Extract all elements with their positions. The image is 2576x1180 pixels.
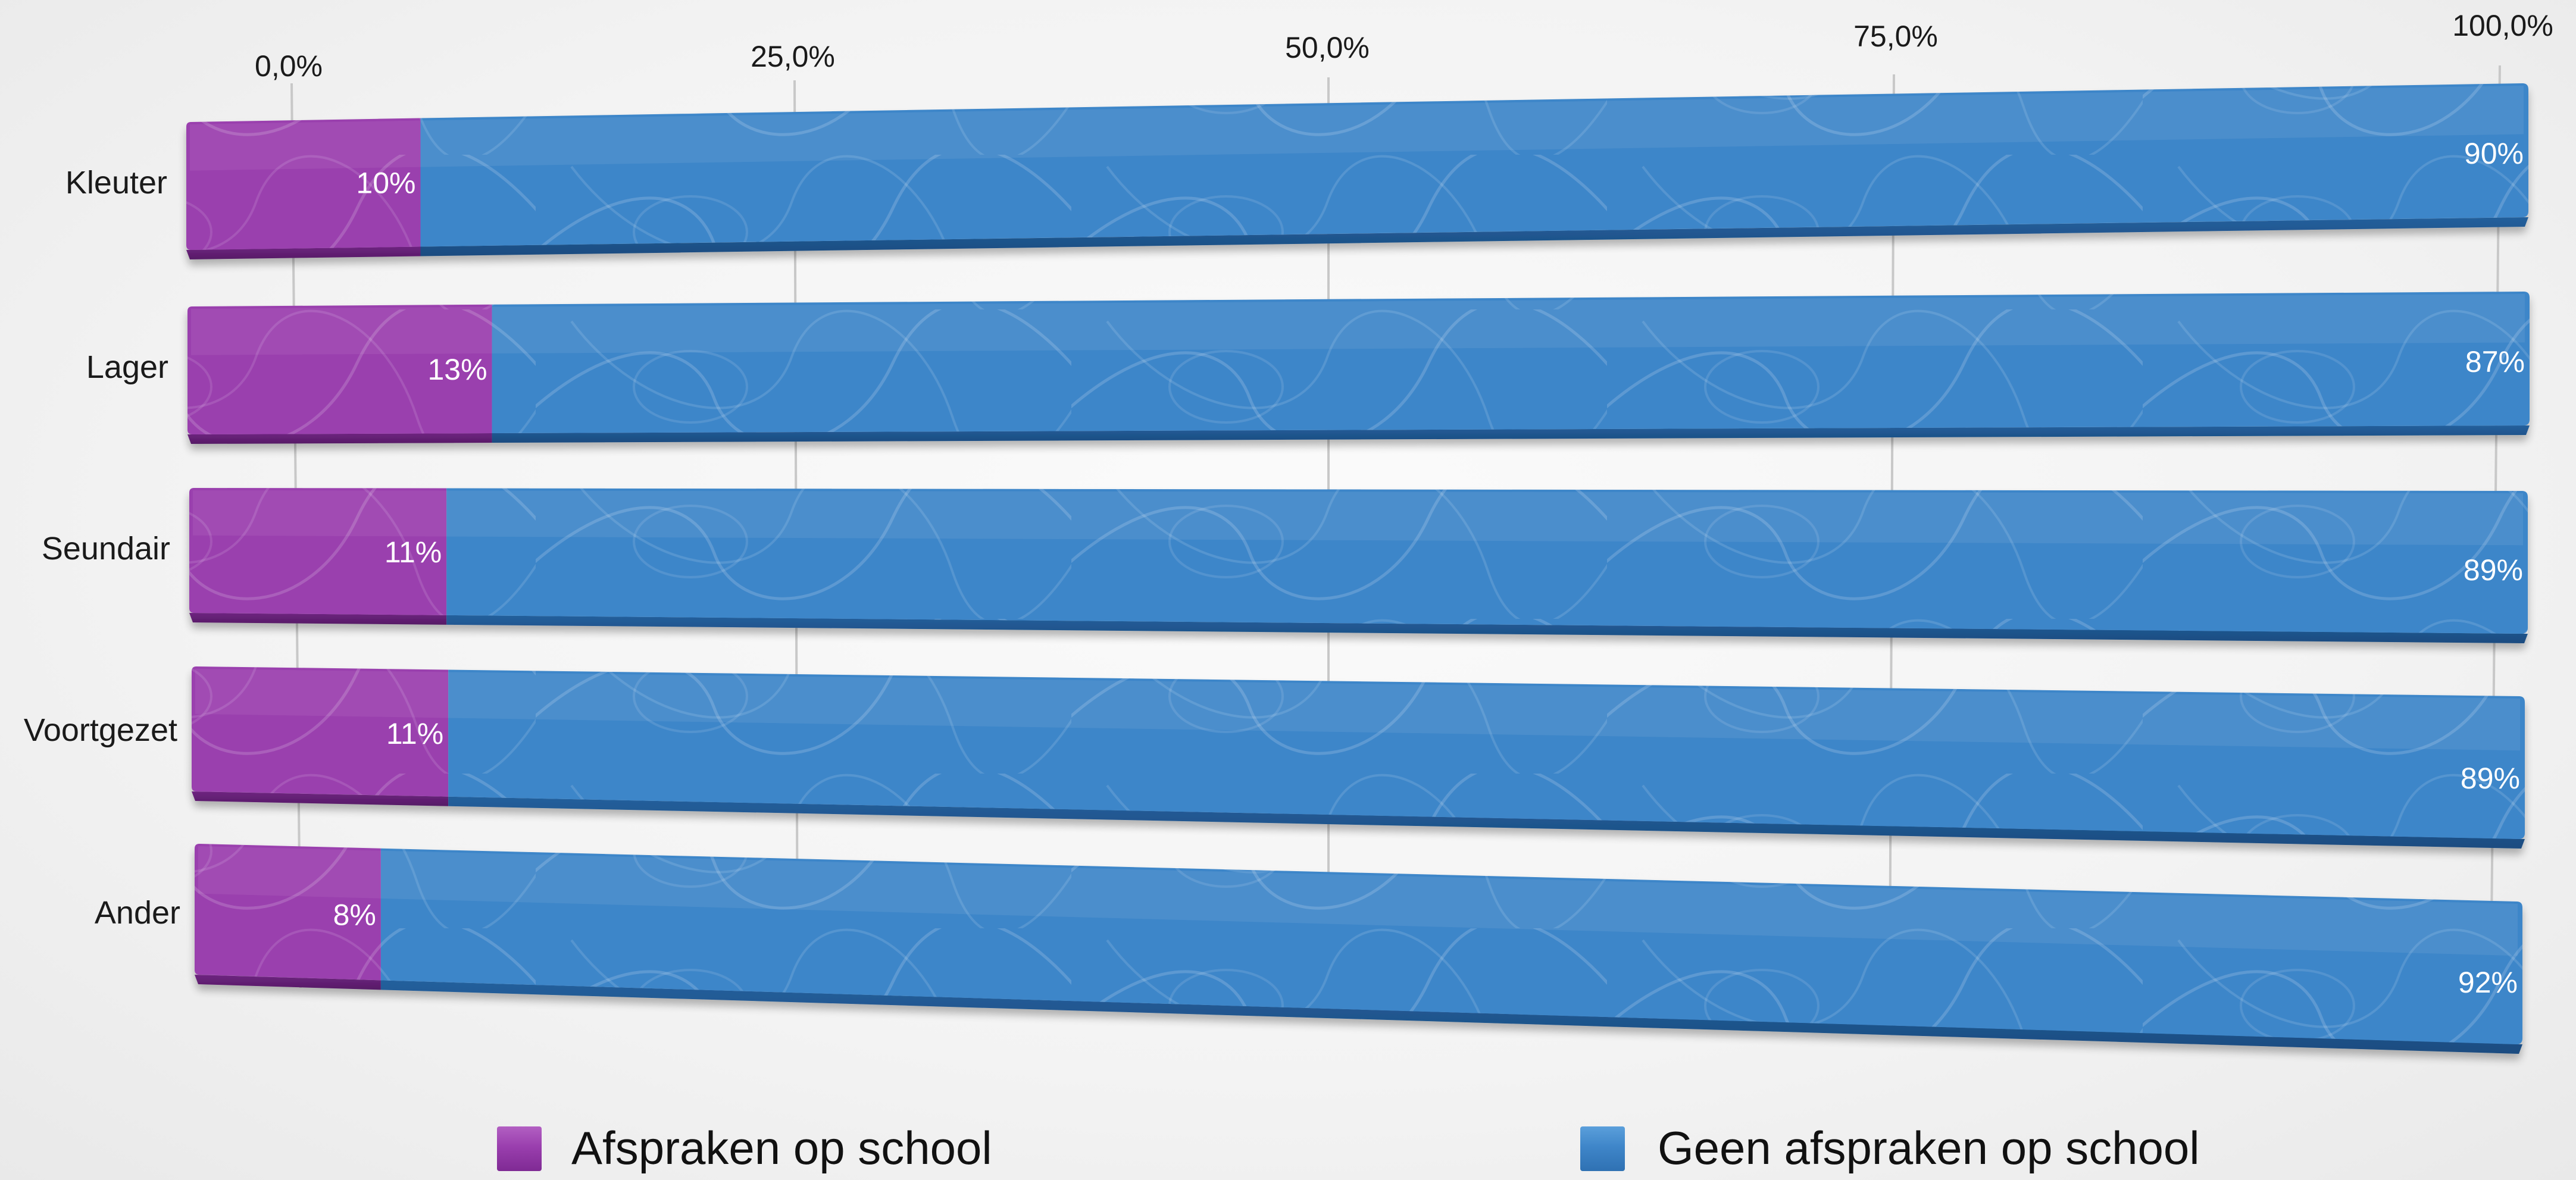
bar-gloss [191,294,2525,355]
category-labels: Kleuter Lager Seundair Voortgezet Ander [24,165,180,931]
category-label: Ander [95,895,180,931]
x-tick-label: 75,0% [1853,20,1938,53]
bar-row: 13% 87% [187,292,2530,444]
bar-edge-afspraken [189,613,447,625]
data-label-geen-afspraken: 89% [2464,553,2523,587]
data-label-geen-afspraken: 90% [2464,137,2524,170]
bar-edge-geen-afspraken [380,980,2523,1054]
bar-row: 10% 90% [186,83,2528,259]
x-tick-label: 50,0% [1285,31,1370,64]
legend-label: Afspraken op school [571,1122,992,1174]
data-label-afspraken: 13% [427,353,487,386]
data-label-afspraken: 11% [384,536,442,569]
bar-edge-geen-afspraken [492,425,2530,443]
bar-row: 11% 89% [192,666,2525,849]
category-label: Seundair [42,531,170,566]
data-label-afspraken: 8% [333,899,376,932]
bar-edge-geen-afspraken [420,217,2528,256]
bar-gloss [193,490,2523,546]
legend-swatch [497,1126,542,1171]
x-axis-ticks: 0,0% 25,0% 50,0% 75,0% 100,0% [255,9,2553,83]
legend: Afspraken op school Geen afspraken op sch… [497,1122,2200,1174]
bar-edge-afspraken [195,975,381,990]
legend-label: Geen afspraken op school [1658,1122,2200,1174]
bar-gloss [198,846,2518,956]
bar-edge-afspraken [192,791,449,806]
category-label: Kleuter [65,165,167,201]
x-tick-label: 100,0% [2452,9,2553,42]
data-label-geen-afspraken: 87% [2465,345,2525,378]
bar-edge-afspraken [187,433,492,444]
bar-gloss [195,669,2520,751]
bars: 10% 90% 13% 87% 11% 89% 11% 89% 8% 92% [186,83,2530,1054]
legend-swatch [1580,1126,1625,1171]
category-label: Lager [86,349,168,385]
bar-edge-afspraken [186,246,421,259]
category-label: Voortgezet [24,712,177,748]
bar-edge-geen-afspraken [446,615,2528,643]
bar-edge-geen-afspraken [448,796,2525,849]
bar-row: 11% 89% [189,488,2528,643]
legend-item: Afspraken op school [497,1122,992,1174]
x-tick-label: 25,0% [751,40,835,73]
bar-gloss [190,86,2524,171]
data-label-afspraken: 11% [386,717,443,750]
data-label-geen-afspraken: 92% [2458,966,2518,999]
x-tick-label: 0,0% [255,49,323,83]
data-label-geen-afspraken: 89% [2461,762,2520,795]
bar-row: 8% 92% [195,844,2523,1054]
legend-item: Geen afspraken op school [1580,1122,2200,1174]
data-label-afspraken: 10% [356,167,415,200]
